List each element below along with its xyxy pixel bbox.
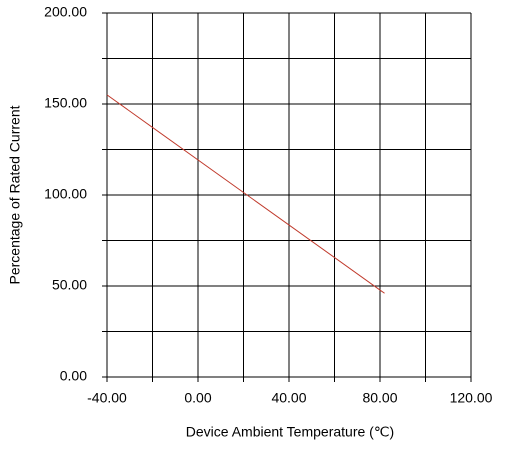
y-tick-label: 150.00 — [44, 95, 87, 111]
x-axis-label: Device Ambient Temperature (℃) — [186, 424, 394, 440]
y-axis-label: Percentage of Rated Current — [7, 105, 23, 284]
x-tick-label: -40.00 — [87, 390, 127, 406]
y-tick-label: 100.00 — [44, 186, 87, 202]
y-tick-label: 200.00 — [44, 4, 87, 20]
data-line — [106, 94, 385, 294]
x-tick-label: 0.00 — [184, 390, 211, 406]
x-tick-label: 120.00 — [450, 390, 493, 406]
x-tick-label: 40.00 — [271, 390, 306, 406]
y-tick-label: 0.00 — [60, 368, 87, 384]
x-tick-label: 80.00 — [362, 390, 397, 406]
y-tick-label: 50.00 — [52, 277, 87, 293]
